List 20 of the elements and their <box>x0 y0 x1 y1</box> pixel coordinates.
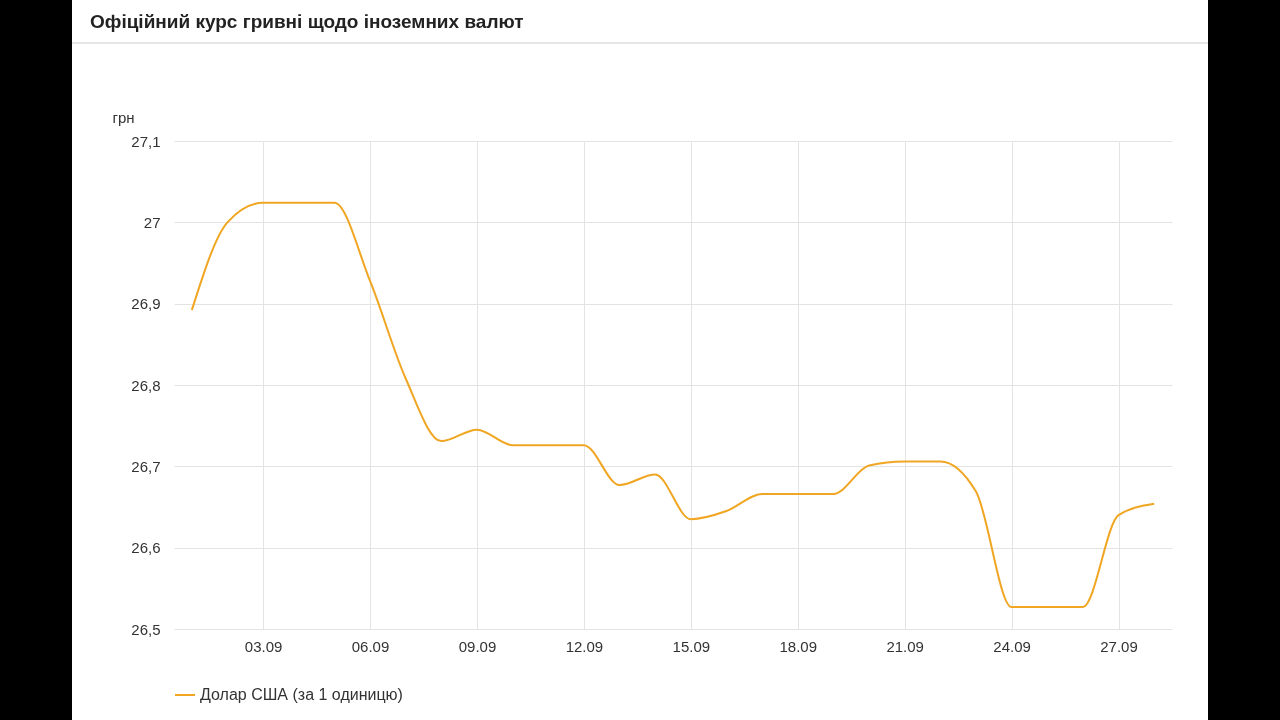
y-tick-label: 26,5 <box>131 620 161 638</box>
y-tick-label: 27 <box>143 213 161 231</box>
y-tick-label: 26,6 <box>131 539 161 557</box>
chart-title: Офіційний курс гривні щодо іноземних валют <box>72 0 1208 44</box>
x-tick-label: 03.09 <box>244 637 283 655</box>
x-tick-label: 21.09 <box>886 637 924 655</box>
x-tick-label: 12.09 <box>565 637 604 655</box>
y-tick-label: 27,1 <box>131 132 161 150</box>
x-tick-label: 27.09 <box>1100 637 1138 655</box>
x-tick-label: 15.09 <box>672 637 711 655</box>
x-tick-label: 24.09 <box>993 637 1031 655</box>
x-tick-label: 09.09 <box>458 637 497 655</box>
x-tick-label: 18.09 <box>779 637 818 655</box>
y-tick-label: 26,7 <box>131 457 161 475</box>
x-tick-label: 06.09 <box>351 637 390 655</box>
legend-label: Долар США (за 1 одиницю) <box>200 686 403 703</box>
y-tick-label: 26,8 <box>131 376 161 394</box>
y-axis-title: грн <box>112 108 135 126</box>
y-tick-label: 26,9 <box>131 295 161 313</box>
line-series <box>190 201 1156 609</box>
